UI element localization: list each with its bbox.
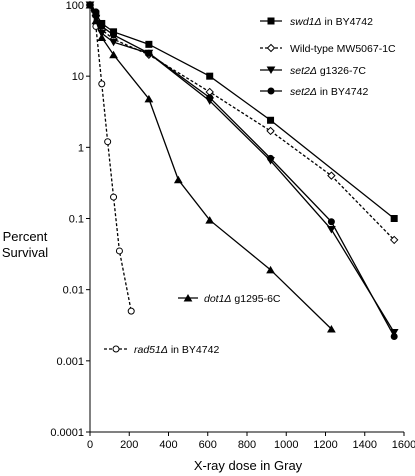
legend-strain: in BY4742 [322,16,374,28]
data-point [145,49,153,57]
data-point [86,1,94,9]
x-tick-label: 1600 [392,439,415,451]
data-point [267,154,275,162]
y-tick-label: 0.01 [63,285,84,297]
x-tick-label: 600 [199,439,217,451]
data-point [110,28,118,36]
series-0 [86,1,398,222]
data-point [127,307,135,315]
data-point [145,40,153,48]
legend-entry-4: dot1Δ g1295-6C [178,293,281,305]
y-tick-label: 10 [72,71,84,83]
legend-entry-0: swd1Δ in BY4742 [260,16,373,28]
y-tick-label: 0.001 [56,356,84,368]
legend-entry-3: set2Δ in BY4742 [260,86,368,98]
legend-label: rad51Δ in BY4742 [134,344,219,356]
y-tick-label: 0.0001 [50,427,84,439]
legend-label: set2Δ in BY4742 [290,86,368,98]
legend-gene: dot1Δ [204,293,231,305]
series-line [89,4,395,220]
legend-layer: swd1Δ in BY4742 Wild-type MW5067-1C set2Δ … [104,16,396,356]
data-point [115,247,123,255]
data-point [390,215,398,222]
data-point [327,171,336,180]
legend-strain: Wild-type MW5067-1C [290,43,396,55]
data-point [205,216,215,224]
legend-strain: in BY4742 [168,344,220,356]
data-point [389,235,399,245]
legend-gene: swd1Δ [290,16,322,28]
legend-label: dot1Δ g1295-6C [204,293,281,305]
y-tick-label: 1 [78,142,84,154]
data-point [112,345,120,353]
y-tick-label: 0.1 [69,214,84,226]
data-point [92,10,100,18]
data-point [144,94,154,103]
legend-gene: set2Δ [290,86,317,98]
legend-strain: g1295-6C [231,293,280,305]
legend-gene: rad51Δ [134,344,168,356]
data-point [98,80,106,88]
data-point [206,72,214,80]
data-point [97,33,107,41]
y-tick-label: 100 [66,0,84,12]
data-point [206,94,214,102]
data-point [327,226,336,234]
data-point [266,126,275,136]
legend-gene: set2Δ [290,65,317,77]
data-point [104,138,112,146]
x-tick-label: 1200 [313,439,337,451]
data-point [110,193,118,201]
legend-strain: in BY4742 [317,86,369,98]
legend-label: set2Δ g1326-7C [290,65,366,77]
series-layer [85,0,399,340]
x-axis-title: X-ray dose in Gray [194,458,303,473]
data-point [109,38,118,47]
y-axis-title-line-2: Survival [2,245,48,260]
legend-entry-1: Wild-type MW5067-1C [260,43,396,55]
legend-label: Wild-type MW5067-1C [290,43,396,55]
series-1 [85,0,399,245]
data-point [266,43,276,53]
data-point [109,50,118,59]
data-point [98,19,106,27]
legend-entry-2: set2Δ g1326-7C [260,65,366,77]
series-5 [86,1,135,315]
data-point [173,175,183,184]
x-tick-label: 1400 [353,439,377,451]
x-tick-label: 0 [87,439,93,451]
y-axis-title-line-1: Percent [3,229,48,244]
legend-label: swd1Δ in BY4742 [290,16,373,28]
data-point [327,325,336,333]
axes: 0 200 400 600 800 1000 1200 1400 1600 100 10 1 0.1 0.… [50,0,415,451]
x-tick-label: 800 [238,439,256,451]
data-point [97,29,107,38]
legend-strain: g1326-7C [317,65,366,77]
data-point [267,17,275,25]
x-tick-label: 400 [159,439,177,451]
data-point [266,66,276,74]
x-tick-label: 200 [120,439,138,451]
data-point [327,218,335,226]
data-point [183,294,193,302]
x-tick-label: 1000 [274,439,298,451]
legend-entry-5: rad51Δ in BY4742 [104,344,219,356]
data-point [266,265,275,274]
data-point [267,116,275,124]
data-point [267,87,275,95]
data-point [390,332,398,340]
